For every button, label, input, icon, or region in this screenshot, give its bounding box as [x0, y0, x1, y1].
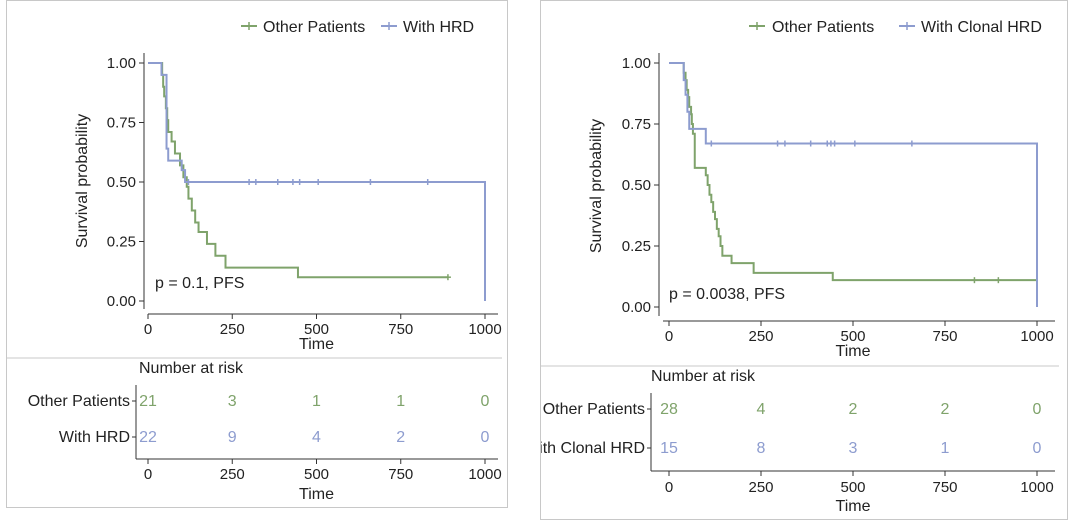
risk-x-tick-label: 500: [304, 466, 329, 483]
p-value-annotation: p = 0.0038, PFS: [669, 286, 785, 303]
risk-x-tick-label: 500: [840, 479, 865, 496]
risk-count: 1: [941, 440, 950, 457]
risk-x-axis-title: Time: [299, 486, 334, 503]
km-chart-clonal-hrd: Other Patients With Clonal HRD 0.00 0.25 0.5…: [540, 0, 1068, 520]
legend-label: Other Patients: [772, 19, 874, 36]
risk-count: 0: [481, 393, 490, 410]
survival-curve: [148, 62, 448, 279]
risk-x-axis-title: Time: [836, 498, 871, 515]
y-axis-title: Survival probability: [588, 119, 605, 253]
risk-count: 28: [660, 401, 678, 418]
risk-x-tick-label: 250: [220, 466, 245, 483]
risk-count: 3: [228, 393, 237, 410]
km-plot-svg: Other Patients With HRD 0.00 0.25 0.50 0.75 1.…: [7, 19, 502, 503]
y-tick-label: 0.00: [107, 293, 136, 310]
risk-x-tick-label: 750: [932, 479, 957, 496]
x-tick-label: 500: [304, 321, 329, 338]
risk-count: 8: [757, 440, 766, 457]
y-tick-label: 0.50: [107, 174, 136, 191]
risk-table-title: Number at risk: [139, 360, 244, 377]
x-tick-label: 0: [665, 328, 673, 345]
y-tick-label: 0.50: [622, 177, 651, 194]
survival-curve: [669, 62, 1037, 282]
risk-row-label: With Clonal HRD: [541, 440, 645, 457]
risk-x-tick-label: 1000: [468, 466, 501, 483]
x-tick-label: 750: [388, 321, 413, 338]
x-axis-title: Time: [836, 343, 871, 360]
y-tick-label: 0.00: [622, 299, 651, 316]
y-tick-label: 0.75: [107, 115, 136, 132]
risk-row-label: With HRD: [59, 429, 130, 446]
legend-label: Other Patients: [263, 19, 365, 36]
risk-count: 4: [757, 401, 766, 418]
risk-count: 2: [941, 401, 950, 418]
risk-count: 0: [481, 429, 490, 446]
risk-count: 3: [849, 440, 858, 457]
x-tick-label: 500: [840, 328, 865, 345]
risk-count: 21: [139, 393, 157, 410]
risk-count: 2: [849, 401, 858, 418]
risk-table-title: Number at risk: [651, 368, 756, 385]
risk-x-tick-label: 750: [388, 466, 413, 483]
risk-count: 1: [396, 393, 405, 410]
risk-count: 22: [139, 429, 157, 446]
x-tick-label: 1000: [468, 321, 501, 338]
y-tick-label: 1.00: [107, 55, 136, 72]
x-tick-label: 750: [932, 328, 957, 345]
risk-x-tick-label: 0: [144, 466, 152, 483]
y-tick-label: 0.25: [622, 238, 651, 255]
risk-row-label: Other Patients: [28, 393, 130, 410]
risk-count: 4: [312, 429, 321, 446]
y-axis-title: Survival probability: [74, 114, 91, 248]
legend-label: With Clonal HRD: [921, 19, 1042, 36]
risk-count: 1: [312, 393, 321, 410]
legend-label: With HRD: [403, 19, 474, 36]
risk-row-label: Other Patients: [543, 401, 645, 418]
risk-count: 9: [228, 429, 237, 446]
x-axis-title: Time: [299, 336, 334, 353]
risk-x-tick-label: 1000: [1020, 479, 1053, 496]
risk-count: 2: [396, 429, 405, 446]
x-tick-label: 250: [748, 328, 773, 345]
x-tick-label: 0: [144, 321, 152, 338]
survival-curve: [669, 62, 1038, 307]
risk-count: 0: [1033, 401, 1042, 418]
x-tick-label: 1000: [1020, 328, 1053, 345]
km-plot-svg: Other Patients With Clonal HRD 0.00 0.25 0.5…: [541, 19, 1059, 515]
risk-count: 0: [1033, 440, 1042, 457]
risk-x-tick-label: 0: [665, 479, 673, 496]
p-value-annotation: p = 0.1, PFS: [155, 275, 244, 292]
y-tick-label: 1.00: [622, 55, 651, 72]
km-chart-hrd: Other Patients With HRD 0.00 0.25 0.50 0.75 1.…: [6, 0, 508, 508]
risk-x-tick-label: 250: [748, 479, 773, 496]
x-tick-label: 250: [220, 321, 245, 338]
y-tick-label: 0.25: [107, 234, 136, 251]
y-tick-label: 0.75: [622, 116, 651, 133]
risk-count: 15: [660, 440, 678, 457]
survival-curve: [148, 62, 486, 301]
